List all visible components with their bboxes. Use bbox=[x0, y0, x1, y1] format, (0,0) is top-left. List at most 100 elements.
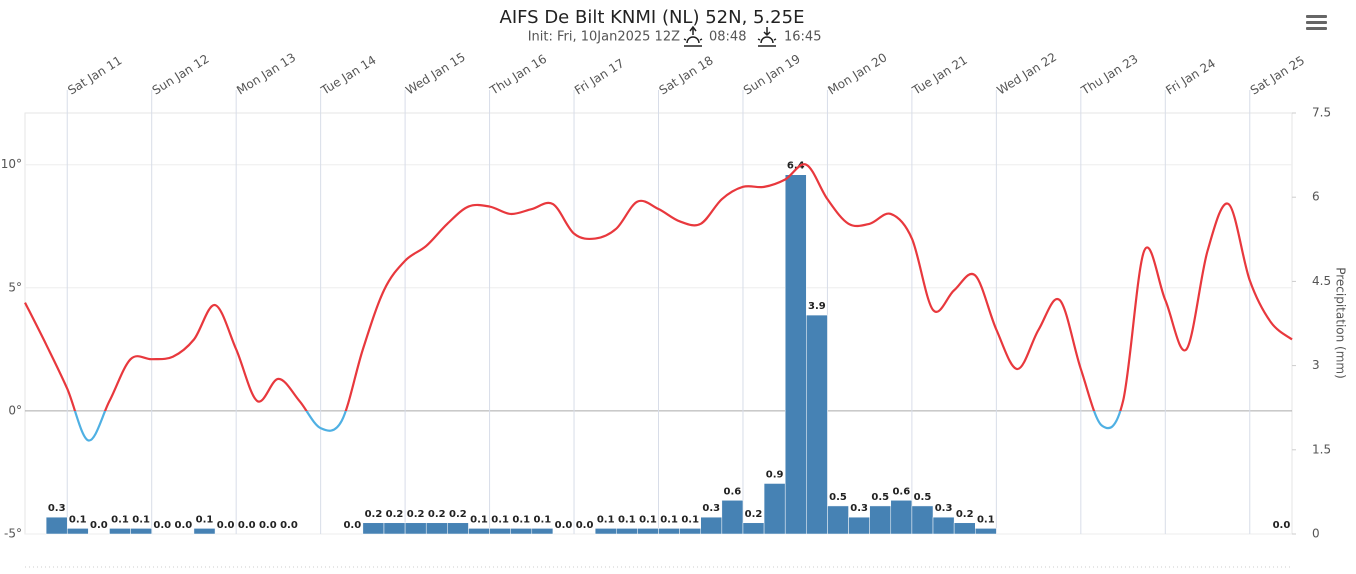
x-tick-label: Wed Jan 22 bbox=[994, 50, 1059, 98]
precip-bar bbox=[953, 522, 976, 535]
precip-bar bbox=[679, 528, 701, 535]
bar-value-label: 0.1 bbox=[491, 514, 509, 525]
bar-value-label: 0.2 bbox=[407, 509, 425, 520]
y-tick-label: 0° bbox=[8, 403, 22, 417]
bar-value-label: 0.2 bbox=[449, 509, 467, 520]
sunrise-time: 08:48 bbox=[709, 30, 746, 45]
bar-value-label: 0.0 bbox=[175, 520, 193, 531]
x-tick-label: Sat Jan 18 bbox=[657, 53, 716, 97]
precip-bar bbox=[742, 522, 765, 535]
bar-value-label: 0.1 bbox=[977, 514, 995, 525]
bar-value-label: 0.2 bbox=[745, 509, 763, 520]
chart-subtitle: Init: Fri, 10Jan2025 12Z bbox=[528, 30, 680, 45]
precip-bar bbox=[890, 500, 913, 535]
bar-value-label: 0.0 bbox=[280, 520, 298, 531]
bar-value-label: 3.9 bbox=[808, 301, 826, 312]
x-tick-label: Thu Jan 23 bbox=[1078, 52, 1140, 98]
precip-bar bbox=[109, 528, 131, 535]
x-tick-label: Tue Jan 14 bbox=[318, 53, 379, 98]
bar-value-label: 0.6 bbox=[724, 486, 742, 497]
x-tick-label: Sat Jan 11 bbox=[65, 53, 124, 97]
bar-value-label: 0.5 bbox=[914, 492, 932, 503]
x-tick-label: Wed Jan 15 bbox=[403, 50, 468, 98]
bar-value-label: 0.9 bbox=[766, 469, 784, 480]
precip-bar bbox=[848, 516, 870, 535]
y-tick-label: 5° bbox=[8, 280, 22, 294]
bar-value-label: 0.0 bbox=[217, 520, 235, 531]
bar-value-label: 0.3 bbox=[48, 503, 66, 514]
bar-value-label: 0.0 bbox=[238, 520, 256, 531]
precip-bar bbox=[975, 528, 997, 535]
precip-bar bbox=[658, 528, 680, 535]
bar-value-label: 0.1 bbox=[470, 514, 488, 525]
x-tick-label: Fri Jan 24 bbox=[1163, 56, 1218, 97]
precip-bar bbox=[447, 522, 469, 535]
precip-bar bbox=[637, 528, 659, 535]
bar-value-label: 0.1 bbox=[132, 514, 150, 525]
y2-tick-label: 6 bbox=[1312, 190, 1320, 204]
sunset-time: 16:45 bbox=[784, 30, 821, 45]
bar-value-label: 0.0 bbox=[576, 520, 594, 531]
bar-value-label: 0.2 bbox=[386, 509, 404, 520]
precip-bar bbox=[489, 528, 511, 535]
bar-value-label: 0.3 bbox=[702, 503, 720, 514]
bar-value-label: 0.1 bbox=[533, 514, 551, 525]
precip-bar bbox=[827, 505, 849, 535]
bar-value-label: 0.3 bbox=[850, 503, 868, 514]
bar-value-label: 0.6 bbox=[892, 486, 910, 497]
bar-value-label: 0.1 bbox=[681, 514, 699, 525]
x-tick-label: Mon Jan 20 bbox=[825, 50, 889, 97]
precip-bar bbox=[594, 528, 617, 535]
y2-tick-label: 4.5 bbox=[1312, 274, 1331, 288]
precip-bar bbox=[510, 528, 533, 535]
precip-bar bbox=[869, 505, 892, 535]
precip-bar bbox=[66, 528, 89, 535]
x-tick-label: Fri Jan 17 bbox=[572, 56, 627, 97]
x-tick-label: Thu Jan 16 bbox=[487, 52, 549, 98]
bar-value-label: 0.0 bbox=[1273, 520, 1291, 531]
bar-value-label: 0.0 bbox=[343, 520, 361, 531]
x-tick-label: Tue Jan 21 bbox=[909, 53, 970, 98]
precip-bar bbox=[193, 528, 216, 535]
precip-bar bbox=[911, 505, 934, 535]
precip-bar bbox=[404, 522, 427, 535]
y2-tick-label: 0 bbox=[1312, 527, 1320, 541]
bar-value-label: 0.0 bbox=[259, 520, 277, 531]
precip-bar bbox=[45, 516, 68, 535]
x-tick-label: Mon Jan 13 bbox=[234, 50, 298, 97]
y2-tick-label: 7.5 bbox=[1312, 106, 1331, 120]
precip-bar bbox=[806, 314, 828, 535]
bar-value-label: 0.0 bbox=[90, 520, 108, 531]
bar-value-label: 0.1 bbox=[639, 514, 657, 525]
precip-bar bbox=[784, 174, 807, 535]
bar-value-label: 0.2 bbox=[956, 509, 974, 520]
bar-value-label: 0.2 bbox=[365, 509, 383, 520]
bar-value-label: 0.1 bbox=[69, 514, 87, 525]
sunrise-icon bbox=[683, 25, 703, 47]
y2-tick-label: 3 bbox=[1312, 358, 1320, 372]
bar-value-label: 6.4 bbox=[787, 161, 805, 172]
bar-value-label: 0.1 bbox=[111, 514, 129, 525]
bar-value-label: 0.1 bbox=[660, 514, 678, 525]
precip-bar bbox=[130, 528, 152, 535]
precip-bar bbox=[721, 500, 744, 535]
bar-value-label: 0.1 bbox=[597, 514, 615, 525]
y-tick-label: 10° bbox=[1, 157, 22, 171]
y2-axis-title: Precipitation (mm) bbox=[1334, 267, 1348, 379]
precip-bar bbox=[362, 522, 385, 535]
bar-value-label: 0.1 bbox=[512, 514, 530, 525]
chart-title: AIFS De Bilt KNMI (NL) 52N, 5.25E bbox=[500, 7, 805, 28]
menu-button[interactable] bbox=[1306, 15, 1327, 30]
bar-value-label: 0.0 bbox=[555, 520, 573, 531]
sunset-icon bbox=[757, 27, 777, 47]
bar-value-label: 0.5 bbox=[829, 492, 847, 503]
y2-tick-label: 1.5 bbox=[1312, 442, 1331, 456]
temperature-line bbox=[24, 163, 1293, 442]
precip-bar bbox=[468, 528, 490, 535]
bar-value-label: 0.1 bbox=[196, 514, 214, 525]
bar-value-label: 0.2 bbox=[428, 509, 446, 520]
bar-value-label: 0.1 bbox=[618, 514, 636, 525]
bar-value-label: 0.5 bbox=[871, 492, 889, 503]
precip-bar bbox=[425, 522, 448, 535]
